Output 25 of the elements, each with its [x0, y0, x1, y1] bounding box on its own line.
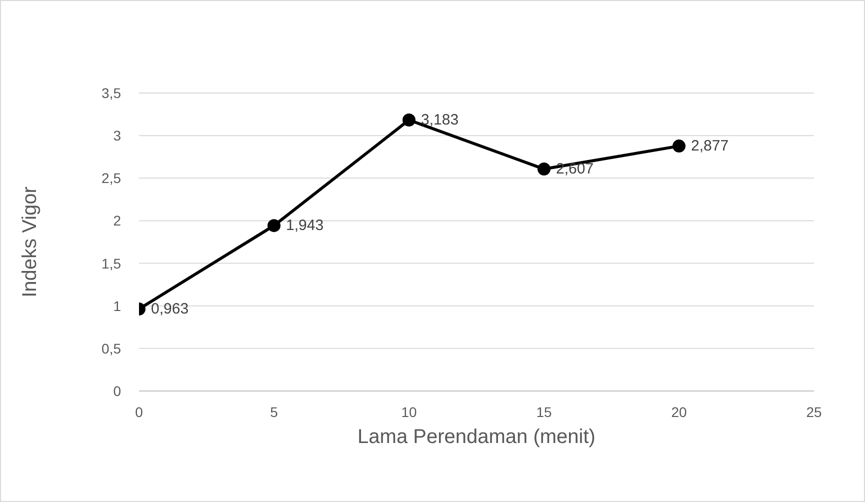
- data-label: 1,943: [286, 217, 324, 234]
- y-tick-label: 3: [113, 128, 122, 144]
- y-tick-label: 3,5: [102, 84, 122, 101]
- x-tick-label: 15: [536, 404, 552, 420]
- x-axis-title: Lama Perendaman (menit): [358, 426, 596, 448]
- y-tick-label: 2: [113, 212, 122, 229]
- y-tick-label: 0: [113, 382, 122, 399]
- point: [538, 162, 550, 176]
- x-tick-label: 5: [270, 404, 278, 420]
- data-label: 3,183: [421, 111, 459, 128]
- data-label: 2,607: [556, 160, 594, 178]
- y-tick-label: 1,5: [102, 255, 122, 272]
- data-label: 0,963: [151, 300, 189, 318]
- x-tick-label: 20: [671, 404, 687, 420]
- y-tick-label: 0,5: [102, 340, 122, 356]
- x-tick-label: 10: [401, 404, 417, 420]
- point: [402, 113, 416, 126]
- y-tick-label: 2,5: [102, 170, 122, 186]
- data-label: 2,877: [691, 138, 729, 155]
- point: [268, 219, 280, 232]
- y-tick-label: 1: [113, 298, 122, 314]
- x-tick-label: 0: [135, 404, 144, 420]
- y-axis-title: Indeks Vigor: [19, 186, 42, 298]
- x-tick-label: 25: [806, 404, 822, 420]
- point: [672, 140, 686, 153]
